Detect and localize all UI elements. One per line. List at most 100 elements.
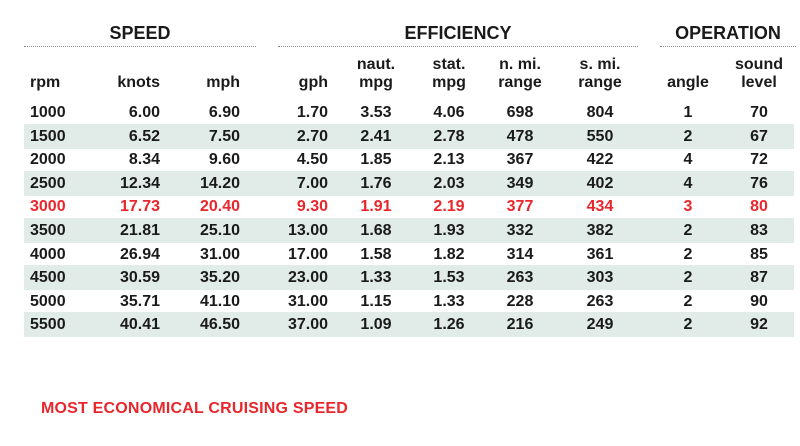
cell-stat-mpg: 4.06 bbox=[433, 104, 465, 121]
cell-smi-range: 422 bbox=[586, 151, 614, 169]
cell-nmi-range: 332 bbox=[506, 222, 534, 239]
cell-rpm: 4000 bbox=[30, 245, 66, 263]
cell-knots: 35.71 bbox=[119, 292, 160, 310]
cell-rpm: 4500 bbox=[30, 269, 66, 287]
cell-rpm: 5000 bbox=[30, 292, 66, 310]
col-header-sound-level-line1: sound bbox=[735, 56, 783, 73]
cell-smi-range: 550 bbox=[586, 127, 614, 145]
cell-naut-mpg: 1.09 bbox=[360, 316, 392, 334]
cell-gph: 17.00 bbox=[287, 245, 328, 263]
cell-stat-mpg: 1.93 bbox=[433, 222, 465, 239]
col-header-smi-range-line1: s. mi. bbox=[579, 56, 621, 73]
cell-rpm: 2000 bbox=[30, 151, 66, 169]
group-header-operation: OPERATION bbox=[660, 22, 796, 47]
col-header-gph: gph bbox=[270, 52, 328, 92]
cell-knots: 26.94 bbox=[119, 245, 160, 263]
cell-rpm: 3500 bbox=[30, 222, 66, 239]
table-row: 1500 6.52 7.50 2.70 2.41 2.78 478 550 2 67 bbox=[24, 123, 794, 149]
cell-smi-range: 382 bbox=[586, 222, 614, 239]
col-header-sound-level-line2: level bbox=[741, 74, 777, 91]
cell-mph: 46.50 bbox=[199, 316, 240, 334]
col-header-rpm: rpm bbox=[30, 52, 90, 92]
col-header-stat-mpg-line1: stat. bbox=[432, 56, 466, 73]
cell-knots: 40.41 bbox=[119, 316, 160, 334]
cell-gph: 1.70 bbox=[296, 104, 328, 121]
cell-angle: 4 bbox=[683, 174, 693, 192]
cell-smi-range: 804 bbox=[586, 104, 614, 121]
cell-naut-mpg: 1.91 bbox=[360, 198, 392, 216]
cell-naut-mpg: 1.15 bbox=[360, 292, 392, 310]
col-header-naut-mpg-line1: naut. bbox=[356, 56, 396, 73]
cell-nmi-range: 349 bbox=[506, 174, 534, 192]
cell-smi-range: 249 bbox=[586, 316, 614, 334]
col-header-naut-mpg: naut. mpg bbox=[348, 52, 404, 92]
cell-nmi-range: 377 bbox=[506, 198, 534, 216]
cell-angle: 2 bbox=[683, 127, 693, 145]
cell-rpm: 5500 bbox=[30, 316, 66, 334]
cell-angle: 3 bbox=[683, 198, 693, 216]
cell-naut-mpg: 1.76 bbox=[360, 174, 392, 192]
cell-sound-level: 70 bbox=[750, 104, 768, 121]
cell-gph: 37.00 bbox=[287, 316, 328, 334]
cell-gph: 9.30 bbox=[296, 198, 328, 216]
cell-sound-level: 80 bbox=[750, 198, 768, 216]
cell-angle: 2 bbox=[683, 316, 693, 334]
cell-stat-mpg: 1.33 bbox=[433, 292, 465, 310]
col-header-knots-label: knots bbox=[117, 74, 160, 91]
table-row: 2000 8.34 9.60 4.50 1.85 2.13 367 422 4 72 bbox=[24, 147, 794, 172]
cell-knots: 6.00 bbox=[128, 104, 160, 121]
cell-mph: 31.00 bbox=[199, 245, 240, 263]
col-header-rpm-label: rpm bbox=[30, 74, 61, 91]
cell-rpm: 3000 bbox=[30, 198, 66, 216]
footer-note: MOST ECONOMICAL CRUISING SPEED bbox=[41, 400, 349, 417]
cell-stat-mpg: 2.13 bbox=[433, 151, 465, 169]
cell-knots: 12.34 bbox=[119, 174, 160, 192]
cell-smi-range: 402 bbox=[586, 174, 614, 192]
col-header-nmi-range-line1: n. mi. bbox=[499, 56, 541, 73]
cell-rpm: 1000 bbox=[30, 104, 66, 121]
cell-knots: 30.59 bbox=[119, 269, 160, 287]
cell-sound-level: 90 bbox=[750, 292, 768, 310]
table-row: 4500 30.59 35.20 23.00 1.33 1.53 263 303 2 87 bbox=[24, 265, 794, 291]
cell-rpm: 1500 bbox=[30, 127, 66, 145]
col-header-mph: mph bbox=[180, 52, 240, 92]
cell-mph: 6.90 bbox=[208, 104, 240, 121]
cell-sound-level: 87 bbox=[750, 269, 768, 287]
col-header-nmi-range-line2: range bbox=[498, 74, 542, 91]
cell-knots: 6.52 bbox=[128, 127, 160, 145]
col-header-gph-label: gph bbox=[298, 74, 328, 91]
cell-sound-level: 85 bbox=[750, 245, 768, 263]
cell-naut-mpg: 1.58 bbox=[360, 245, 392, 263]
col-header-angle: angle bbox=[662, 52, 714, 92]
cell-angle: 2 bbox=[683, 269, 693, 287]
table-row: 5000 35.71 41.10 31.00 1.15 1.33 228 263 2 90 bbox=[24, 289, 794, 314]
cell-sound-level: 72 bbox=[750, 151, 768, 169]
cell-mph: 20.40 bbox=[199, 198, 240, 216]
cell-naut-mpg: 1.33 bbox=[360, 269, 392, 287]
table-row: 1000 6.00 6.90 1.70 3.53 4.06 698 804 1 70 bbox=[24, 100, 794, 125]
col-header-angle-label: angle bbox=[667, 74, 709, 91]
cell-knots: 17.73 bbox=[119, 198, 160, 216]
col-header-smi-range-line2: range bbox=[578, 74, 622, 91]
cell-naut-mpg: 1.85 bbox=[360, 151, 392, 169]
cell-mph: 35.20 bbox=[199, 269, 240, 287]
cell-naut-mpg: 3.53 bbox=[360, 104, 392, 121]
col-header-knots: knots bbox=[100, 52, 160, 92]
cell-gph: 13.00 bbox=[287, 222, 328, 239]
cell-angle: 2 bbox=[683, 222, 693, 239]
cell-sound-level: 67 bbox=[750, 127, 768, 145]
table-row: 4000 26.94 31.00 17.00 1.58 1.82 314 361 2 85 bbox=[24, 242, 794, 267]
cell-mph: 41.10 bbox=[199, 292, 240, 310]
cell-stat-mpg: 1.82 bbox=[433, 245, 465, 263]
cell-stat-mpg: 2.03 bbox=[433, 174, 465, 192]
cell-angle: 4 bbox=[683, 151, 693, 169]
cell-nmi-range: 216 bbox=[506, 316, 534, 334]
cell-sound-level: 76 bbox=[750, 174, 768, 192]
cell-smi-range: 361 bbox=[586, 245, 614, 263]
cell-angle: 2 bbox=[683, 245, 693, 263]
col-header-sound-level: sound level bbox=[730, 52, 788, 92]
cell-mph: 9.60 bbox=[208, 151, 240, 169]
group-header-speed: SPEED bbox=[24, 22, 256, 47]
cell-gph: 4.50 bbox=[296, 151, 328, 169]
cell-angle: 1 bbox=[683, 104, 693, 121]
